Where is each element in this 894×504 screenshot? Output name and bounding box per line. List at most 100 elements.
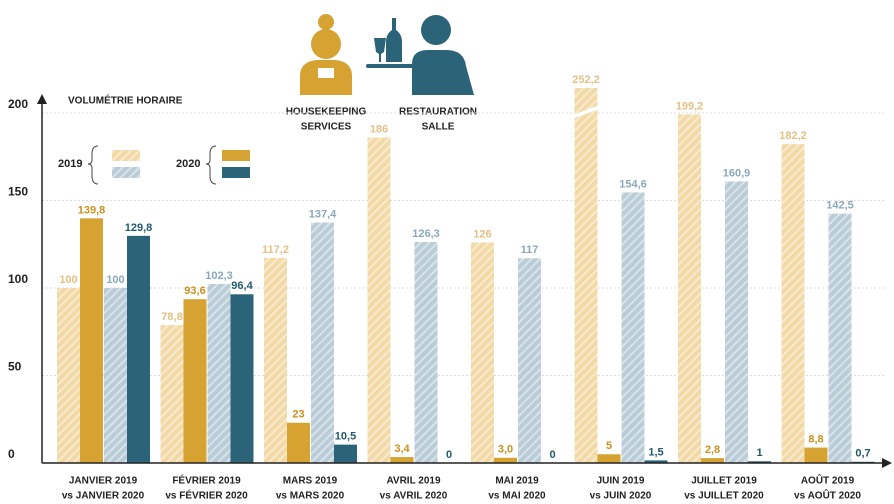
x-tick-label: vs AOÛT 2020 bbox=[794, 489, 861, 502]
x-tick-label: vs MAI 2020 bbox=[488, 491, 546, 502]
bar bbox=[367, 137, 391, 463]
legend-brace bbox=[205, 145, 217, 185]
value-label: 1 bbox=[756, 447, 762, 459]
x-tick-label: JANVIER 2019 bbox=[69, 476, 138, 487]
value-label: 0 bbox=[549, 449, 555, 461]
group-label: RESTAURATION bbox=[399, 107, 477, 118]
value-label: 2,8 bbox=[705, 444, 720, 456]
x-tick-label: FÉVRIER 2019 bbox=[172, 474, 241, 487]
x-tick-label: vs FÉVRIER 2020 bbox=[165, 489, 248, 502]
value-label: 5 bbox=[606, 440, 612, 452]
bar bbox=[264, 257, 287, 463]
bar bbox=[518, 258, 541, 463]
bar bbox=[207, 283, 231, 463]
value-label: 3,4 bbox=[394, 443, 410, 455]
bar bbox=[725, 181, 748, 464]
value-label: 126,3 bbox=[412, 228, 440, 240]
bar bbox=[781, 144, 805, 463]
value-label: 78,8 bbox=[161, 311, 182, 323]
y-tick-label: 50 bbox=[8, 360, 22, 374]
value-label: 126 bbox=[473, 228, 491, 240]
value-label: 142,5 bbox=[826, 200, 854, 212]
value-label: 129,8 bbox=[125, 222, 153, 234]
value-label: 23 bbox=[292, 409, 304, 421]
x-tick-label: vs JUIN 2020 bbox=[590, 491, 652, 502]
legend-year: 2019 bbox=[58, 158, 82, 170]
housekeeping-icon bbox=[300, 14, 352, 95]
y-tick-label: 0 bbox=[8, 447, 15, 461]
value-label: 117,2 bbox=[262, 244, 289, 256]
bar bbox=[678, 114, 701, 464]
x-tick-label: MARS 2019 bbox=[283, 476, 338, 487]
y-tick-label: 100 bbox=[8, 272, 28, 286]
bar bbox=[828, 213, 852, 463]
axis-break bbox=[572, 105, 600, 119]
x-tick-label: vs JANVIER 2020 bbox=[62, 491, 145, 502]
value-label: 3,0 bbox=[498, 444, 513, 456]
bar bbox=[287, 422, 310, 463]
bar bbox=[414, 241, 438, 463]
value-label: 139,8 bbox=[78, 204, 106, 216]
legend-swatch bbox=[112, 150, 140, 161]
bar bbox=[160, 325, 184, 463]
bar bbox=[644, 460, 668, 463]
value-label: 102,3 bbox=[205, 270, 233, 282]
bar bbox=[621, 192, 645, 463]
x-tick-label: AOÛT 2019 bbox=[801, 474, 855, 487]
bar bbox=[183, 299, 207, 463]
value-label: 252,2 bbox=[572, 74, 600, 86]
x-axis-arrow bbox=[882, 458, 892, 468]
bar bbox=[334, 444, 357, 463]
bar bbox=[57, 288, 80, 463]
value-label: 0,7 bbox=[855, 448, 870, 460]
value-label: 182,2 bbox=[779, 130, 807, 142]
value-label: 160,9 bbox=[723, 167, 751, 179]
value-label: 96,4 bbox=[231, 280, 253, 292]
value-label: 100 bbox=[59, 274, 77, 286]
x-tick-label: vs AVRIL 2020 bbox=[380, 491, 448, 502]
value-label: 100 bbox=[106, 274, 124, 286]
y-axis-arrow bbox=[37, 94, 47, 104]
value-label: 93,6 bbox=[184, 285, 205, 297]
bar bbox=[804, 447, 828, 463]
x-tick-label: AVRIL 2019 bbox=[386, 476, 441, 487]
bar bbox=[701, 458, 724, 463]
value-label: 137,4 bbox=[309, 208, 337, 220]
legend-swatch bbox=[112, 167, 140, 178]
x-tick-label: JUIN 2019 bbox=[597, 476, 645, 487]
value-label: 8,8 bbox=[808, 434, 823, 446]
bar bbox=[80, 218, 103, 463]
value-label: 1,5 bbox=[648, 446, 663, 458]
x-tick-label: MAI 2019 bbox=[495, 476, 539, 487]
y-axis-label: VOLUMÉTRIE HORAIRE bbox=[68, 94, 183, 107]
group-label: SERVICES bbox=[301, 122, 352, 133]
value-label: 117 bbox=[521, 244, 539, 256]
bar bbox=[127, 235, 150, 463]
value-label: 186 bbox=[370, 123, 388, 135]
y-tick-label: 150 bbox=[8, 185, 28, 199]
bar bbox=[104, 288, 127, 463]
bar bbox=[597, 454, 621, 463]
y-tick-label: 200 bbox=[8, 97, 28, 111]
restaurant-icon bbox=[366, 15, 474, 95]
value-label: 10,5 bbox=[335, 431, 356, 443]
x-tick-label: vs JUILLET 2020 bbox=[684, 491, 764, 502]
bar bbox=[494, 457, 517, 463]
value-label: 0 bbox=[446, 449, 452, 461]
legend-swatch bbox=[222, 150, 250, 161]
legend-brace bbox=[87, 145, 99, 185]
group-label: HOUSEKEEPING bbox=[286, 107, 367, 118]
legend-swatch bbox=[222, 167, 250, 178]
legend-year: 2020 bbox=[176, 158, 200, 170]
value-label: 199,2 bbox=[676, 100, 704, 112]
group-label: SALLE bbox=[422, 122, 455, 133]
bar bbox=[574, 88, 598, 463]
bar bbox=[390, 457, 414, 463]
bar bbox=[230, 294, 254, 463]
bar bbox=[311, 222, 334, 463]
x-tick-label: JUILLET 2019 bbox=[691, 476, 757, 487]
value-label: 154,6 bbox=[619, 178, 647, 190]
bar bbox=[748, 461, 771, 463]
bar bbox=[471, 242, 494, 463]
